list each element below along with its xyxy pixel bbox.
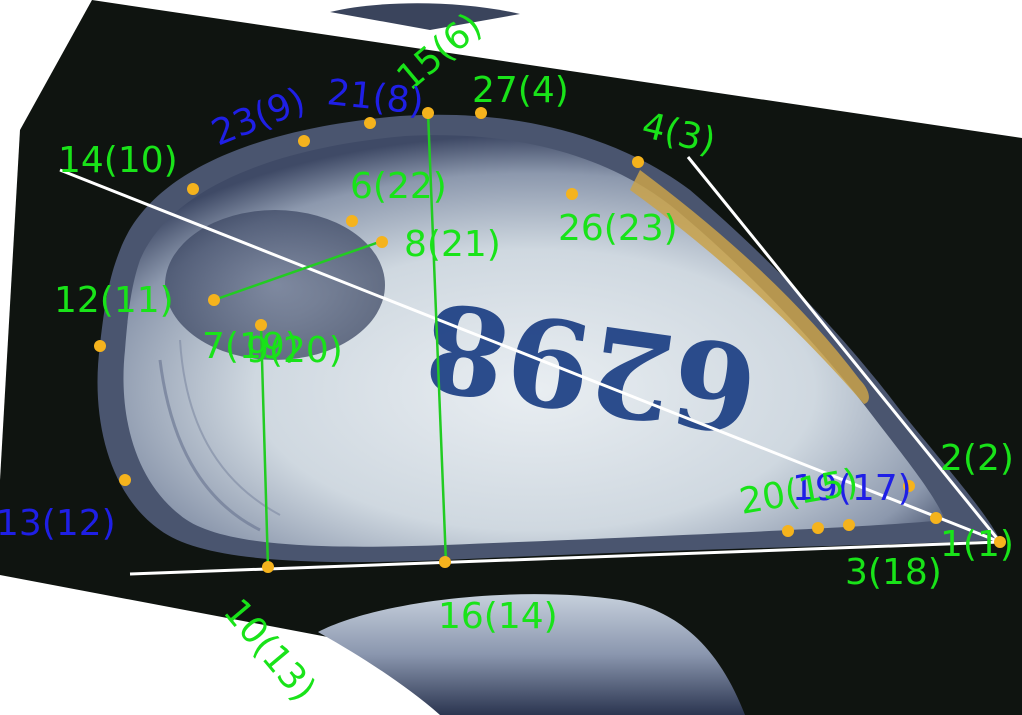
label-13: 13(12) (0, 503, 116, 544)
landmark-dot-16 (439, 556, 451, 568)
landmark-dot-8 (376, 236, 388, 248)
landmark-dot-14 (187, 183, 199, 195)
muscle-scar (165, 210, 385, 360)
upper-shell-edge (330, 3, 520, 31)
landmark-dot-20a (782, 525, 794, 537)
landmark-dot-13 (119, 474, 131, 486)
landmark-dot-7 (255, 319, 267, 331)
label-9: 9(20) (246, 330, 343, 371)
label-8: 8(21) (404, 224, 501, 265)
landmark-dot-10 (262, 561, 274, 573)
label-7: 7(19) (202, 326, 299, 367)
height-line (426, 111, 448, 564)
landmark-dot-21 (364, 117, 376, 129)
diagonal-length-line (59, 168, 1001, 544)
landmark-dot-19 (843, 519, 855, 531)
label-26: 26(23) (558, 208, 678, 249)
label-27: 27(4) (472, 70, 569, 111)
label-14: 14(10) (58, 140, 178, 181)
landmark-dot-4 (632, 156, 644, 168)
landmark-dots (94, 107, 1006, 573)
muscle-line (213, 239, 383, 302)
label-1: 1(1) (940, 524, 1014, 565)
lower-shell (318, 594, 745, 715)
label-16: 16(14) (438, 596, 558, 637)
measurement-lines-green (213, 111, 448, 569)
landmark-dot-27 (475, 107, 487, 119)
landmark-dot-1 (994, 536, 1006, 548)
label-3: 3(18) (845, 552, 942, 593)
label-19: 19(17) (792, 468, 912, 509)
landmark-dot-2 (903, 480, 915, 492)
landmark-dot-13a (94, 340, 106, 352)
label-6: 6(22) (350, 166, 447, 207)
label-21: 21(8) (325, 72, 426, 123)
landmark-dot-20 (812, 522, 824, 534)
landmark-dot-15 (422, 107, 434, 119)
posterior-edge-line (686, 156, 1002, 543)
label-2: 2(2) (940, 438, 1014, 479)
growth-line (179, 339, 281, 516)
landmark-dot-3 (930, 512, 942, 524)
hinge-band (630, 170, 869, 404)
growth-line (158, 359, 261, 532)
landmark-dot-23 (298, 135, 310, 147)
landmark-dot-26 (566, 188, 578, 200)
height-line-2 (259, 324, 270, 569)
measurement-lines-white (59, 156, 1002, 576)
landmark-dot-6 (346, 215, 358, 227)
ventral-base-line (129, 540, 1001, 576)
label-12: 12(11) (54, 280, 174, 321)
landmark-dot-12 (208, 294, 220, 306)
